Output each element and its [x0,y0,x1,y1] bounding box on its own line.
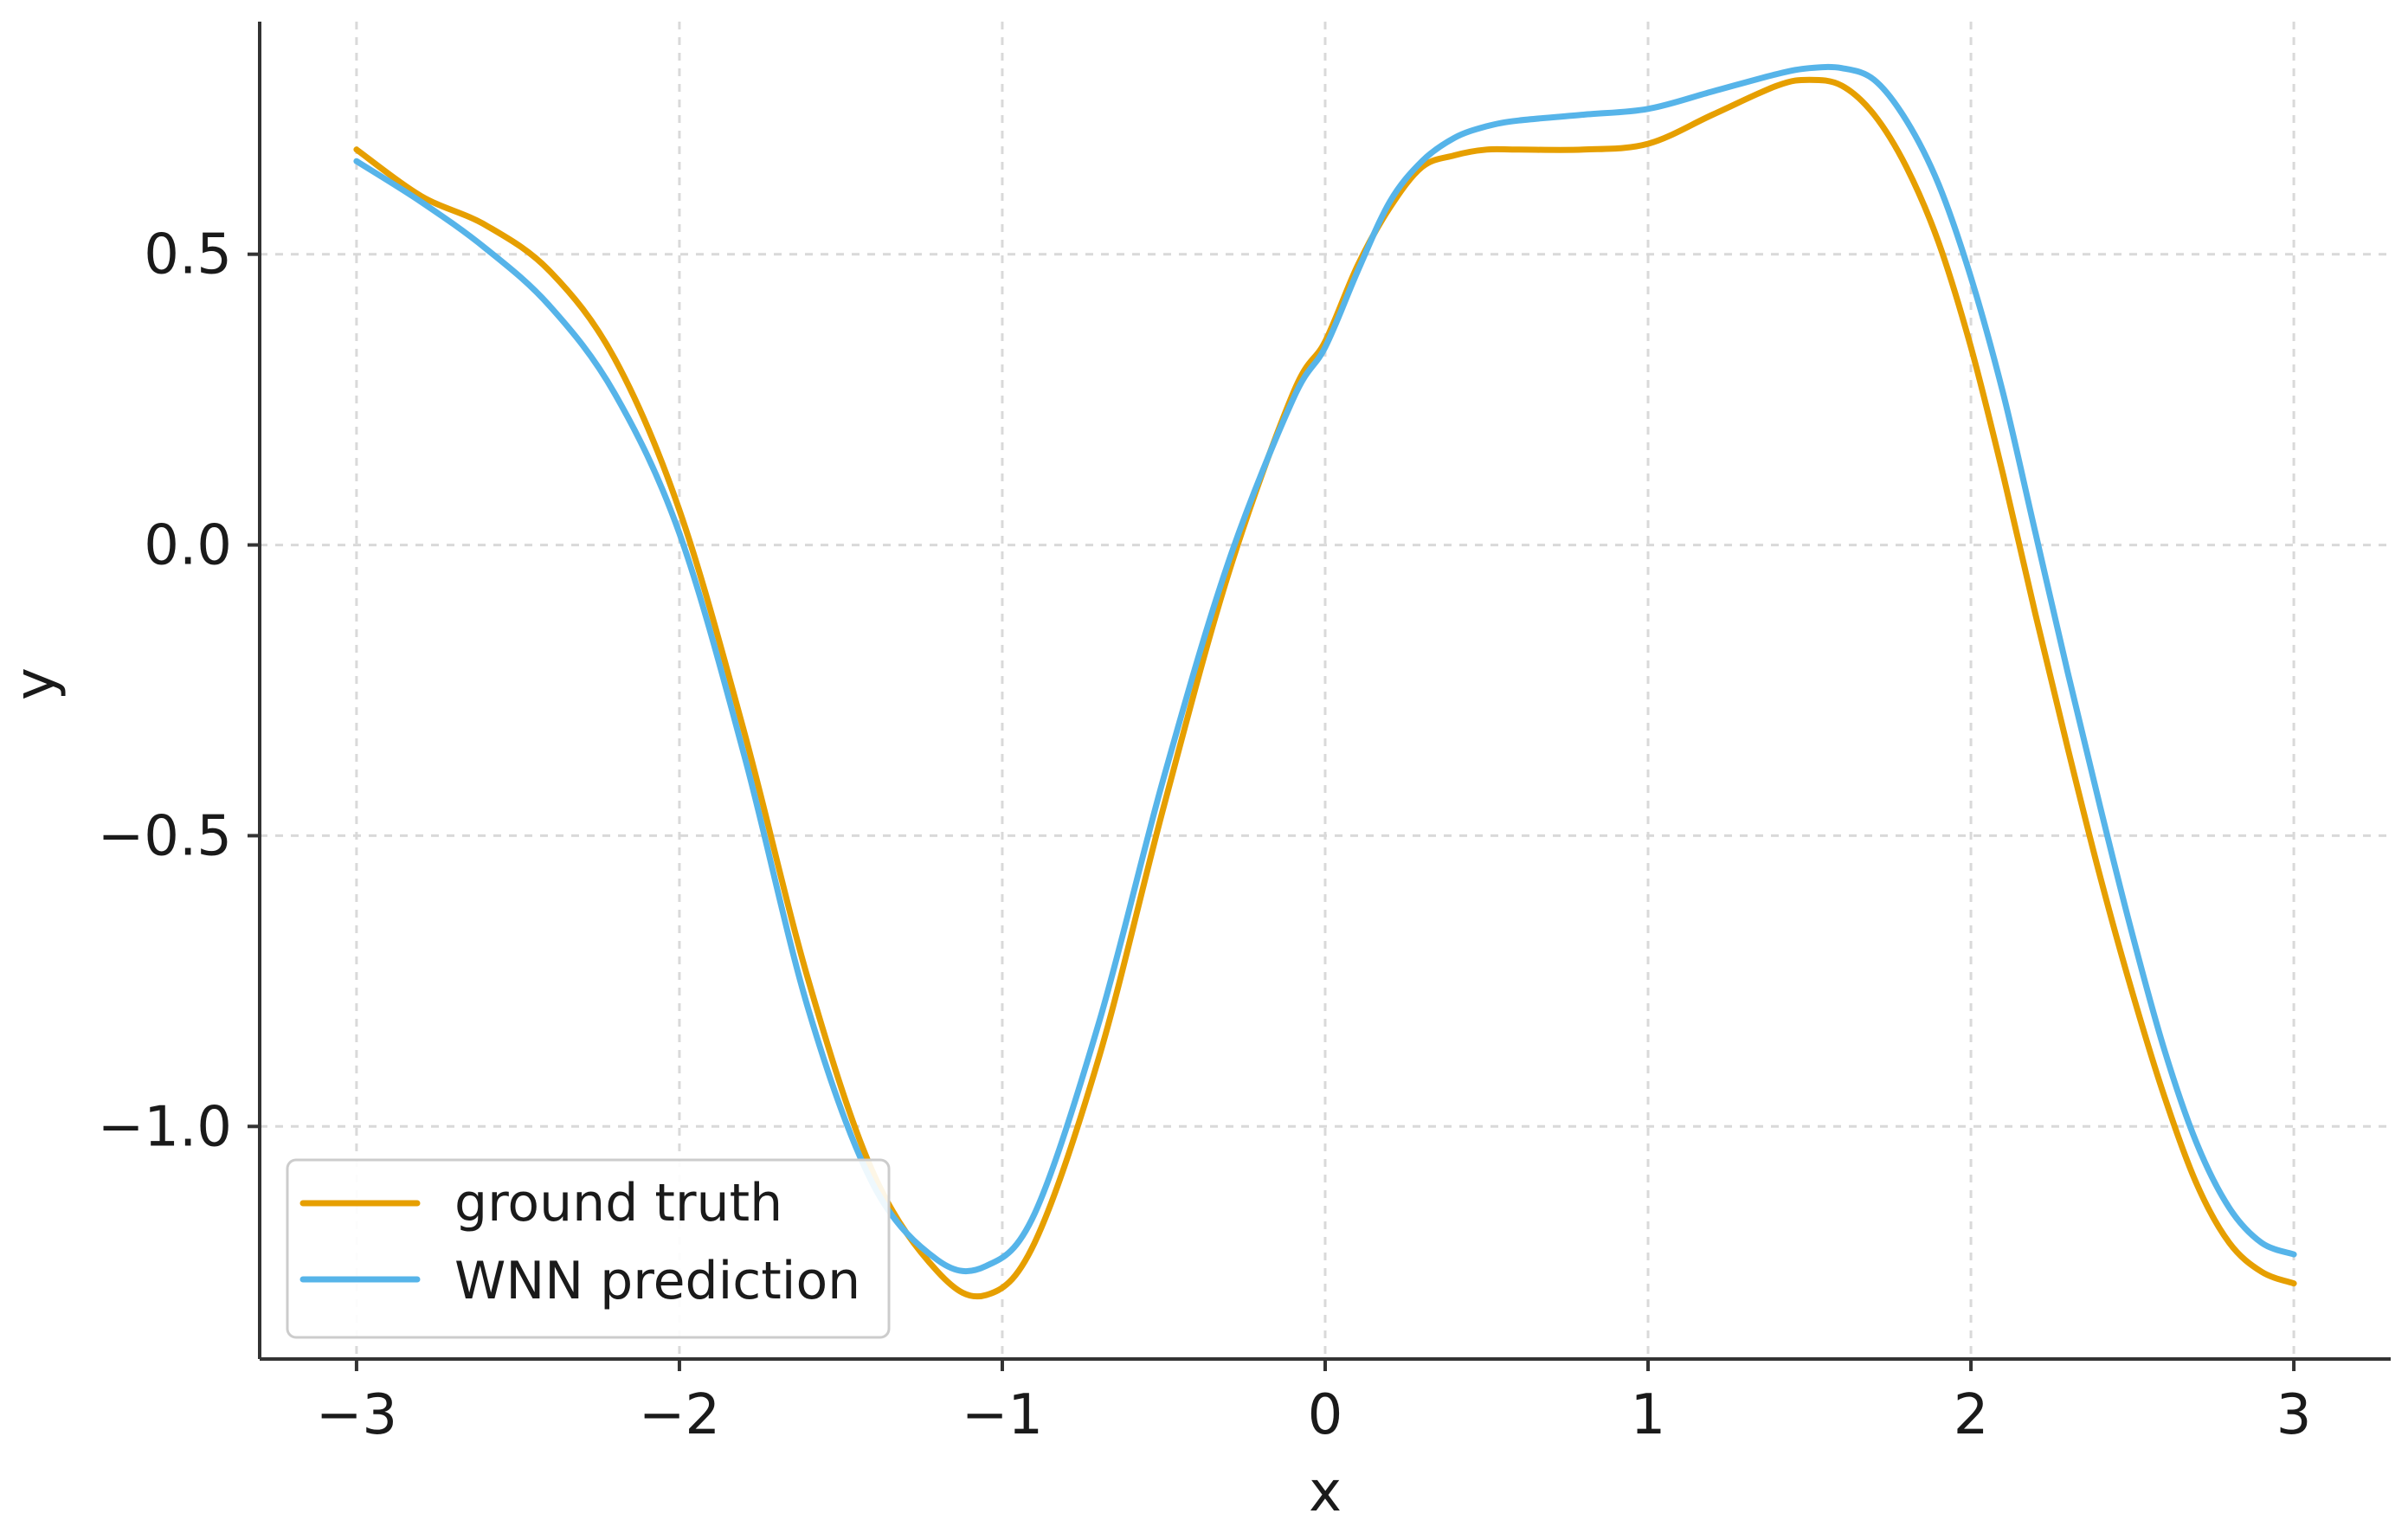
x-tick-label: −1 [962,1383,1043,1447]
x-tick-label: 3 [2276,1383,2312,1447]
x-tick-label: −3 [316,1383,397,1447]
legend-label-wnn-prediction: WNN prediction [454,1251,860,1311]
series [353,63,2297,1300]
x-axis-label: x [1309,1460,1342,1524]
legend-box [286,1158,891,1339]
x-tick-label: 2 [1954,1383,1989,1447]
ticks: −3 −2 −1 0 1 2 3 0.5 0.0 −0.5 −1.0 [98,223,2312,1447]
grid [260,22,2391,1359]
y-tick-label: −1.0 [98,1095,232,1159]
x-tick-label: 0 [1308,1383,1343,1447]
y-tick-label: 0.5 [144,223,232,287]
x-tick-label: 1 [1631,1383,1666,1447]
y-tick-label: −0.5 [98,804,232,868]
legend: ground truth WNN prediction [286,1158,891,1339]
legend-label-ground-truth: ground truth [454,1173,782,1233]
x-tick-label: −2 [639,1383,720,1447]
y-tick-label: 0.0 [144,514,232,578]
series-line-ground-truth [353,76,2297,1300]
series-line-wnn-prediction [353,63,2297,1274]
y-axis-label: y [3,667,68,700]
